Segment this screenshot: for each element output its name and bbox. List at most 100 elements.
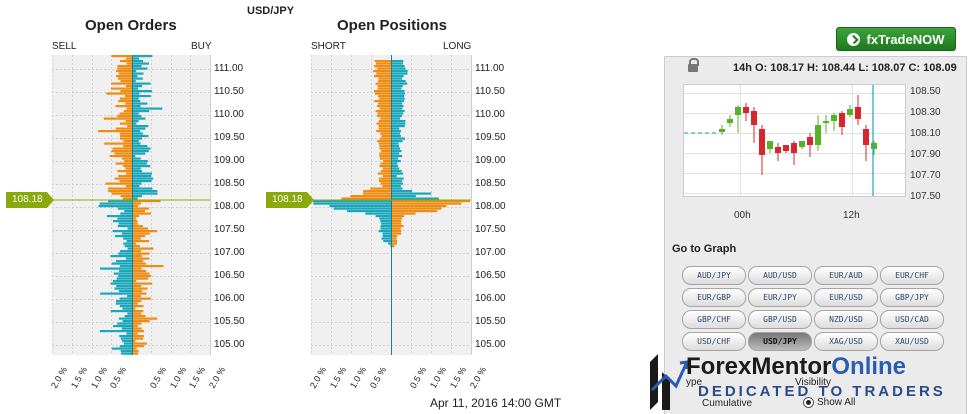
open-positions-histogram: [311, 55, 472, 355]
radio-show-all[interactable]: [803, 397, 814, 408]
open-orders-panel: [52, 55, 211, 355]
open-positions-bar-right: [391, 85, 403, 88]
open-positions-bar-left: [380, 117, 391, 120]
open-orders-bar-left: [126, 107, 132, 110]
candle: [743, 107, 749, 113]
open-orders-bar-left: [114, 177, 132, 180]
open-orders-bar-left: [119, 180, 132, 183]
open-orders-bar-right: [132, 172, 153, 175]
open-orders-bar-left: [111, 192, 132, 195]
open-orders-bar-left: [119, 270, 132, 273]
open-orders-bar-left: [120, 135, 132, 138]
open-orders-bar-left: [117, 65, 132, 68]
visibility-option-show-all[interactable]: Show All: [803, 397, 855, 408]
open-positions-bar-left: [378, 230, 391, 233]
open-positions-bar-left: [374, 60, 391, 63]
pair-button-gbp-jpy[interactable]: GBP/JPY: [880, 288, 944, 307]
y-tick-label: 109.50: [475, 132, 506, 143]
open-positions-bar-left: [376, 62, 391, 65]
open-positions-bar-right: [391, 197, 439, 200]
open-positions-bar-left: [379, 107, 391, 110]
open-orders-bar-left: [118, 317, 132, 320]
candle: [791, 143, 797, 153]
open-orders-bar-right: [132, 147, 151, 150]
open-orders-bar-left: [110, 282, 132, 285]
open-orders-bar-left: [111, 82, 132, 85]
open-orders-bar-right: [132, 67, 148, 70]
pair-button-xag-usd[interactable]: XAG/USD: [814, 332, 878, 351]
open-orders-bar-right: [132, 162, 147, 165]
pair-button-gbp-usd[interactable]: GBP/USD: [748, 310, 812, 329]
open-orders-bar-right: [132, 60, 144, 63]
pair-button-xau-usd[interactable]: XAU/USD: [880, 332, 944, 351]
type-option-cumulative[interactable]: Cumulative: [702, 398, 753, 409]
pair-button-usd-jpy[interactable]: USD/JPY: [748, 332, 812, 351]
open-orders-bar-right: [132, 232, 150, 235]
open-orders-bar-right: [132, 250, 142, 253]
open-positions-bar-left: [377, 172, 391, 175]
open-orders-bar-right: [132, 157, 141, 160]
pair-button-eur-gbp[interactable]: EUR/GBP: [682, 288, 746, 307]
open-orders-bar-left: [111, 262, 132, 265]
y-tick-label: 107.00: [214, 247, 245, 258]
open-positions-bar-right: [391, 175, 397, 178]
open-orders-bar-left: [125, 185, 132, 188]
open-positions-bar-left: [363, 190, 391, 193]
open-positions-bar-left: [373, 75, 391, 78]
open-orders-bar-right: [132, 155, 136, 158]
pair-button-eur-jpy[interactable]: EUR/JPY: [748, 288, 812, 307]
open-orders-histogram: [52, 55, 211, 355]
open-positions-bar-right: [391, 195, 416, 198]
open-orders-bar-right: [132, 270, 147, 273]
candle: [759, 129, 765, 155]
open-positions-bar-left: [313, 202, 391, 205]
candle-y-tick: 107.90: [910, 149, 941, 160]
open-orders-bar-left: [118, 275, 132, 278]
pair-button-aud-jpy[interactable]: AUD/JPY: [682, 266, 746, 285]
open-orders-bar-right: [132, 110, 150, 113]
candlestick-chart[interactable]: [683, 84, 906, 197]
open-orders-bar-left: [112, 230, 132, 233]
pair-button-gbp-chf[interactable]: GBP/CHF: [682, 310, 746, 329]
pair-button-usd-cad[interactable]: USD/CAD: [880, 310, 944, 329]
open-positions-bar-right: [391, 177, 404, 180]
pair-button-usd-chf[interactable]: USD/CHF: [682, 332, 746, 351]
open-orders-bar-right: [132, 105, 141, 108]
fxtradenow-button[interactable]: fxTradeNOW: [836, 27, 956, 51]
open-orders-bar-right: [132, 350, 139, 353]
pair-button-eur-aud[interactable]: EUR/AUD: [814, 266, 878, 285]
pair-button-nzd-usd[interactable]: NZD/USD: [814, 310, 878, 329]
pair-button-eur-usd[interactable]: EUR/USD: [814, 288, 878, 307]
open-orders-bar-left: [120, 80, 132, 83]
open-orders-bar-left: [126, 332, 132, 335]
open-orders-bar-left: [127, 247, 132, 250]
lock-icon[interactable]: [688, 58, 699, 72]
open-orders-bar-right: [132, 322, 142, 325]
open-positions-bar-left: [379, 165, 391, 168]
pair-button-eur-chf[interactable]: EUR/CHF: [880, 266, 944, 285]
ohlc-readout: 14h O: 108.17 H: 108.44 L: 108.07 C: 108…: [733, 62, 957, 74]
open-orders-bar-right: [132, 150, 149, 153]
open-positions-bar-left: [373, 90, 391, 93]
open-positions-bar-left: [377, 85, 391, 88]
logo-tagline: DEDICATED TO TRADERS: [698, 383, 946, 400]
open-orders-bar-right: [132, 205, 139, 208]
x-tick-label: 2.0 %: [468, 365, 489, 390]
open-positions-bar-right: [391, 165, 398, 168]
open-orders-bar-right: [132, 100, 141, 103]
candlestick-svg: [684, 85, 905, 196]
open-positions-bar-right: [391, 75, 404, 78]
open-orders-bar-left: [125, 57, 132, 60]
open-orders-bar-right: [132, 57, 139, 60]
open-orders-bar-left: [99, 202, 132, 205]
open-orders-bar-right: [132, 257, 150, 260]
pair-button-aud-usd[interactable]: AUD/USD: [748, 266, 812, 285]
open-positions-bar-right: [391, 150, 402, 153]
open-orders-bar-left: [120, 60, 132, 63]
open-orders-bar-left: [123, 165, 132, 168]
open-positions-bar-left: [378, 77, 391, 80]
open-positions-bar-left: [376, 67, 391, 70]
open-orders-bar-right: [132, 132, 143, 135]
x-tick-label: 1.0 %: [348, 365, 369, 390]
open-orders-bar-left: [125, 257, 132, 260]
